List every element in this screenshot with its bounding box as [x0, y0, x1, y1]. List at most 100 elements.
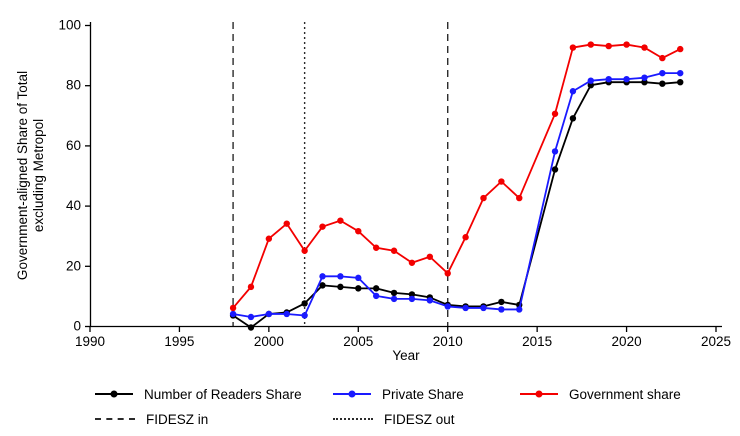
marker-number-of-readers-share-2002 — [301, 300, 308, 307]
marker-government-share-2005 — [355, 227, 362, 235]
marker-number-of-readers-share-2018 — [587, 82, 594, 89]
legend-item-readers-share: Number of Readers Share — [95, 386, 302, 402]
marker-private-share-2005 — [355, 274, 362, 282]
marker-private-share-2019 — [605, 75, 612, 83]
series-line-number-of-readers-share — [232, 81, 681, 329]
marker-government-share-2014 — [516, 194, 523, 202]
marker-number-of-readers-share-2023 — [677, 78, 684, 86]
fidesz-out-dotted-line-icon — [333, 418, 373, 420]
marker-number-of-readers-share-2017 — [569, 115, 577, 122]
y-tick-label-0: 0 — [73, 319, 81, 334]
government-share-swatch-icon — [520, 386, 558, 402]
y-tick-label-20: 20 — [66, 258, 81, 273]
marker-private-share-2003 — [319, 273, 326, 280]
legend-label-private-share: Private Share — [382, 386, 464, 402]
marker-government-share-2006 — [372, 244, 380, 251]
x-tick-label-2020: 2020 — [612, 334, 642, 349]
marker-private-share-2016 — [551, 148, 559, 155]
x-tick-label-1990: 1990 — [75, 334, 105, 349]
marker-government-share-2000 — [265, 235, 273, 242]
readers-share-swatch-icon — [95, 386, 133, 402]
marker-private-share-2004 — [337, 273, 344, 280]
legend-item-private-share: Private Share — [333, 386, 464, 402]
marker-government-share-2013 — [498, 178, 505, 185]
marker-private-share-2000 — [265, 310, 273, 318]
legend-label-fidesz-in: FIDESZ in — [146, 411, 209, 427]
marker-private-share-2011 — [462, 304, 469, 312]
marker-private-share-2022 — [659, 69, 666, 77]
marker-government-share-2002 — [301, 247, 308, 254]
marker-government-share-1999 — [247, 283, 255, 291]
marker-government-share-2011 — [462, 234, 469, 241]
marker-private-share-2001 — [283, 310, 290, 318]
marker-private-share-2012 — [480, 304, 487, 312]
marker-private-share-2006 — [372, 292, 380, 300]
marker-number-of-readers-share-2008 — [408, 291, 416, 298]
marker-private-share-2014 — [516, 306, 523, 313]
marker-government-share-2018 — [587, 41, 594, 48]
x-axis-title: Year — [392, 348, 420, 363]
series-line-private-share — [232, 72, 681, 318]
marker-private-share-2018 — [587, 77, 594, 84]
marker-government-share-2009 — [426, 253, 434, 260]
x-tick-label-2025: 2025 — [701, 334, 731, 349]
marker-private-share-1998 — [229, 310, 237, 318]
marker-private-share-2017 — [569, 88, 577, 95]
marker-private-share-2010 — [444, 303, 451, 310]
series-line-government-share — [232, 43, 681, 309]
marker-number-of-readers-share-2013 — [498, 298, 505, 306]
marker-private-share-2007 — [390, 295, 398, 303]
y-tick-label-80: 80 — [66, 78, 81, 93]
marker-private-share-2009 — [426, 297, 434, 304]
legend-item-government-share: Government share — [520, 386, 681, 402]
marker-private-share-2021 — [641, 74, 648, 81]
marker-private-share-2023 — [677, 69, 684, 77]
marker-government-share-2020 — [623, 41, 630, 48]
marker-private-share-1999 — [247, 313, 255, 321]
legend-item-fidesz-out: FIDESZ out — [333, 411, 455, 427]
legend-label-fidesz-out: FIDESZ out — [384, 411, 455, 427]
marker-government-share-2001 — [283, 220, 290, 227]
marker-private-share-2020 — [623, 75, 630, 83]
marker-government-share-2019 — [605, 42, 612, 50]
y-tick-label-100: 100 — [58, 18, 81, 33]
marker-government-share-2017 — [569, 44, 577, 51]
private-share-swatch-icon — [333, 386, 371, 402]
marker-number-of-readers-share-2006 — [372, 285, 380, 292]
marker-number-of-readers-share-1999 — [247, 324, 255, 331]
marker-government-share-2008 — [408, 259, 416, 266]
marker-private-share-2002 — [301, 312, 308, 319]
legend-item-fidesz-in: FIDESZ in — [95, 411, 208, 427]
marker-government-share-2012 — [480, 194, 487, 202]
y-tick-label-60: 60 — [66, 138, 81, 153]
marker-government-share-1998 — [229, 304, 237, 312]
x-tick-label-2005: 2005 — [343, 334, 373, 349]
marker-government-share-2023 — [677, 45, 684, 53]
marker-number-of-readers-share-2022 — [659, 80, 666, 87]
marker-government-share-2003 — [319, 223, 326, 230]
y-tick-label-40: 40 — [66, 198, 81, 213]
marker-private-share-2013 — [498, 306, 505, 313]
marker-government-share-2007 — [390, 247, 398, 254]
legend-label-readers-share: Number of Readers Share — [144, 386, 302, 402]
marker-government-share-2022 — [659, 54, 666, 62]
marker-private-share-2008 — [408, 295, 416, 303]
marker-number-of-readers-share-2005 — [355, 285, 362, 292]
x-tick-label-2000: 2000 — [254, 334, 284, 349]
marker-number-of-readers-share-2004 — [337, 283, 344, 291]
x-tick-label-2010: 2010 — [433, 334, 463, 349]
marker-number-of-readers-share-2016 — [551, 166, 559, 173]
marker-government-share-2021 — [641, 44, 648, 51]
marker-government-share-2016 — [551, 110, 559, 117]
legend-label-government-share: Government share — [569, 386, 681, 402]
y-axis-title: Government-aligned Share of Totalexcludi… — [15, 71, 46, 280]
marker-number-of-readers-share-2003 — [319, 282, 326, 289]
marker-government-share-2010 — [444, 270, 451, 277]
marker-government-share-2004 — [337, 217, 344, 224]
x-tick-label-2015: 2015 — [522, 334, 552, 349]
marker-number-of-readers-share-2021 — [641, 78, 648, 86]
marker-number-of-readers-share-2007 — [390, 289, 398, 297]
x-tick-label-1995: 1995 — [164, 334, 194, 349]
